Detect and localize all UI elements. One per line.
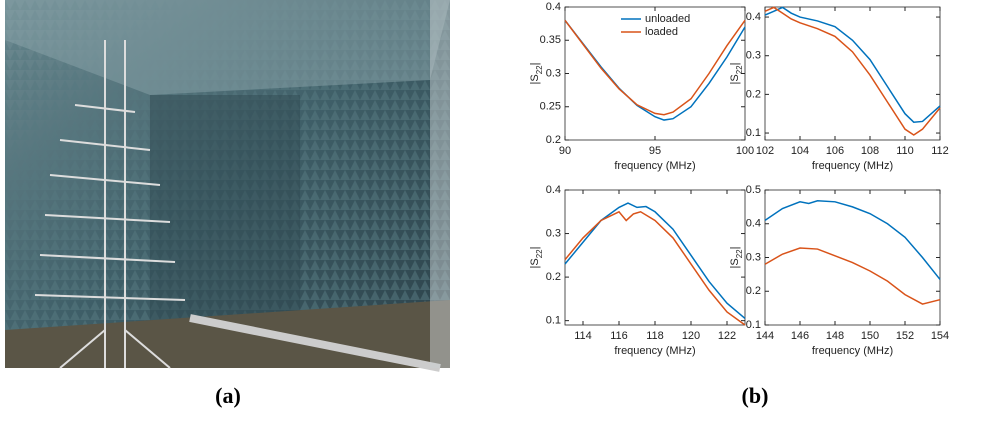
plot-area	[564, 189, 746, 326]
x-axis-label: frequency (MHz)	[614, 345, 695, 357]
x-axis-label: frequency (MHz)	[812, 160, 893, 172]
x-tick-label: 112	[931, 145, 949, 157]
caption: (a)	[215, 383, 241, 408]
series-line	[564, 210, 746, 326]
legend-label: unloaded	[645, 13, 690, 25]
x-tick-label: 120	[682, 330, 700, 342]
x-tick-label: 148	[826, 330, 844, 342]
legend-label: loaded	[645, 26, 678, 38]
y-tick-label: 0.4	[546, 184, 561, 196]
y-tick-label: 0.3	[546, 227, 561, 239]
x-axis-label: frequency (MHz)	[614, 160, 695, 172]
y-tick-label: 0.2	[546, 134, 561, 146]
plot-area	[764, 6, 941, 141]
x-tick-label: 100	[736, 145, 754, 157]
x-tick-label: 154	[931, 330, 949, 342]
x-tick-label: 144	[756, 330, 774, 342]
x-tick-label: 116	[610, 330, 628, 342]
series-line	[764, 6, 941, 123]
x-tick-label: 90	[559, 145, 571, 157]
y-axis-label: |S22|	[529, 63, 544, 85]
x-axis-label: frequency (MHz)	[812, 345, 893, 357]
y-tick-label: 0.2	[746, 285, 761, 297]
y-tick-label: 0.4	[746, 218, 761, 230]
y-tick-label: 0.4	[546, 1, 561, 13]
x-tick-label: 146	[791, 330, 809, 342]
x-tick-label: 122	[718, 330, 736, 342]
x-tick-label: 95	[649, 145, 661, 157]
y-tick-label: 0.2	[546, 271, 561, 283]
x-tick-label: 118	[646, 330, 664, 342]
plot-area	[764, 189, 941, 326]
x-tick-label: 114	[574, 330, 592, 342]
x-tick-label: 106	[826, 145, 844, 157]
y-tick-label: 0.35	[540, 34, 561, 46]
y-tick-label: 0.3	[546, 67, 561, 79]
y-tick-label: 0.5	[746, 184, 761, 196]
y-tick-label: 0.1	[746, 319, 761, 331]
series-line	[764, 6, 941, 136]
x-tick-label: 104	[791, 145, 809, 157]
x-tick-label: 152	[896, 330, 914, 342]
x-tick-label: 150	[861, 330, 879, 342]
y-tick-label: 0.1	[746, 127, 761, 139]
x-tick-label: 110	[896, 145, 914, 157]
y-axis-label: |S22|	[529, 247, 544, 269]
x-tick-label: 108	[861, 145, 879, 157]
series-line	[764, 247, 941, 305]
y-tick-label: 0.1	[546, 315, 561, 327]
caption: (b)	[742, 383, 769, 408]
series-line	[764, 200, 941, 280]
y-tick-label: 0.25	[540, 101, 561, 113]
y-tick-label: 0.3	[746, 251, 761, 263]
y-tick-label: 0.3	[746, 50, 761, 62]
x-tick-label: 102	[756, 145, 774, 157]
y-tick-label: 0.4	[746, 11, 761, 23]
photo	[5, 0, 450, 372]
y-tick-label: 0.2	[746, 88, 761, 100]
series-line	[564, 19, 746, 116]
